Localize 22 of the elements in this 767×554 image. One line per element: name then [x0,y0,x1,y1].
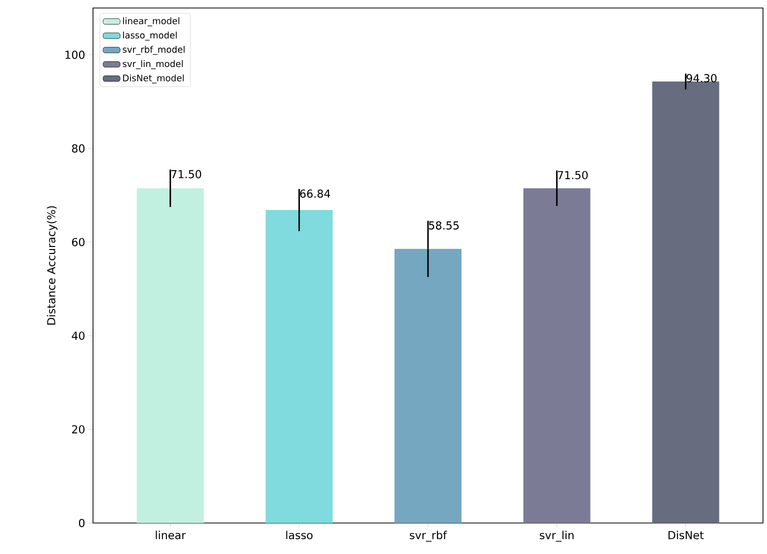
x-tick-label: svr_rbf [410,530,447,542]
y-tick-label: 60 [72,238,84,246]
legend-label: svr_lin_model [122,60,183,70]
data-label: 66.84 [300,190,330,198]
x-tick-label: linear [156,530,186,540]
y-tick-label: 80 [72,144,84,153]
legend-label: svr_rbf_model [122,46,185,55]
y-tick-label: 0 [78,518,84,528]
x-tick-label: svr_lin [540,530,574,542]
data-label: 94.30 [686,74,717,82]
legend-label: DisNet_model [123,74,184,84]
y-axis-title: Distance Accuracy(%) [46,206,58,325]
data-label: 58.55 [429,221,459,230]
x-tick-label: DisNet [668,530,704,540]
data-label: 71.50 [558,170,588,180]
legend-label: lasso_model [123,32,177,41]
x-tick-label: lasso [286,530,313,540]
y-tick-label: 20 [72,425,84,434]
y-tick-label: 100 [66,50,84,59]
data-label: 71.50 [171,170,202,178]
legend-label: linear_model [123,17,180,26]
y-tick-label: 40 [72,332,84,340]
